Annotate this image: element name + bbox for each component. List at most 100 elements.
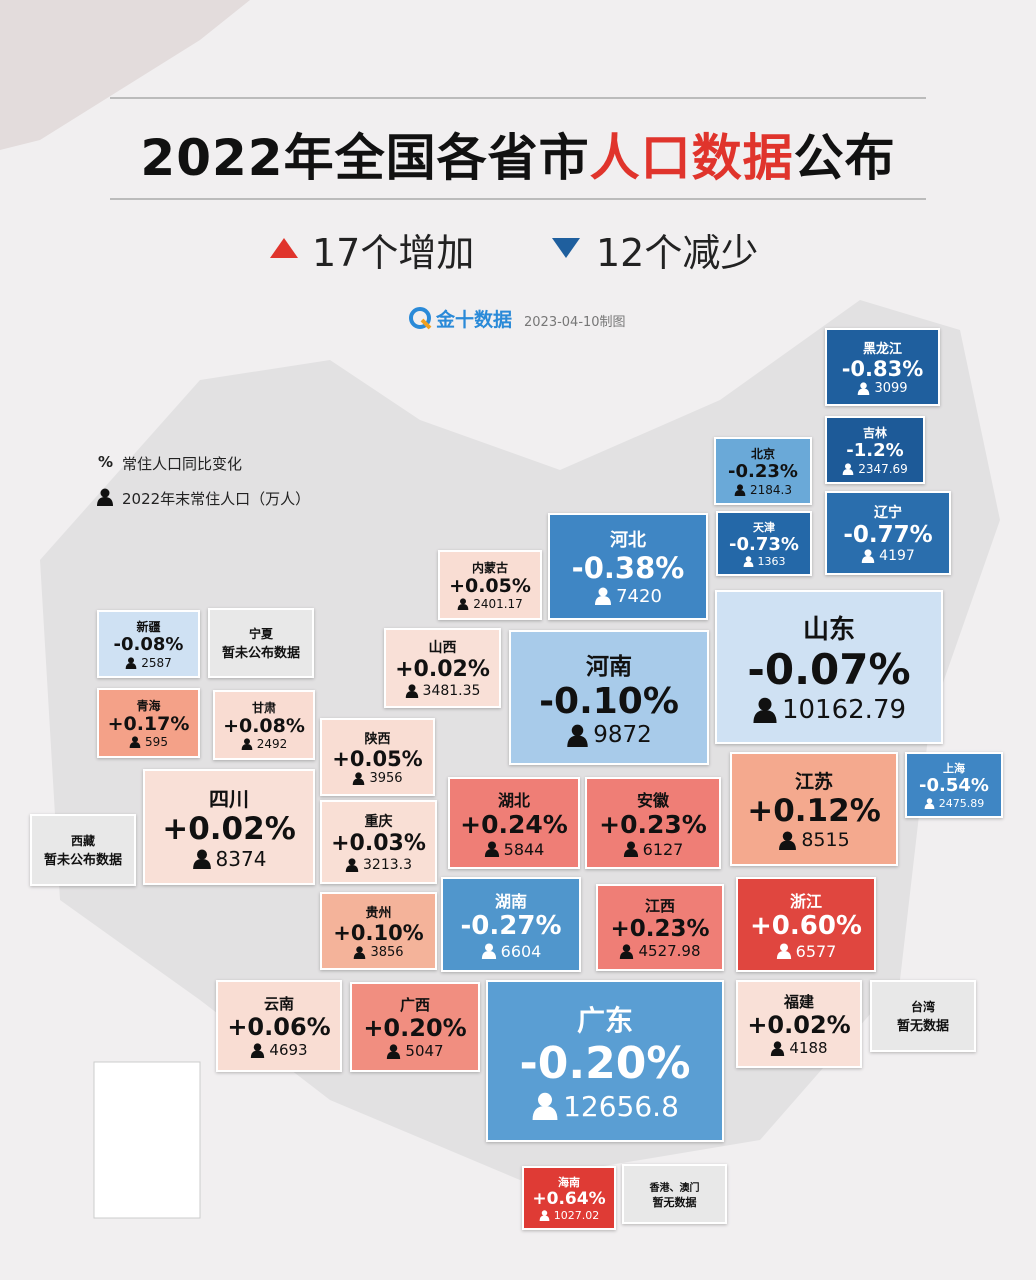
- person-icon: [734, 484, 746, 496]
- province-population: 5047: [386, 1042, 444, 1061]
- population-value: 5047: [405, 1042, 444, 1061]
- legend-label: 2022年末常住人口（万人）: [122, 490, 311, 508]
- population-value: 2347.69: [858, 461, 908, 476]
- province-change: -0.20%: [519, 1038, 691, 1090]
- province-change: +0.10%: [333, 920, 424, 945]
- province-change: -0.73%: [729, 533, 799, 555]
- province-name: 河北: [610, 530, 646, 552]
- province-population: 5844: [484, 839, 545, 859]
- population-value: 8374: [215, 847, 267, 872]
- date: 2023-04-10制图: [524, 315, 626, 330]
- province-name: 内蒙古: [471, 560, 508, 575]
- population-value: 3956: [369, 771, 403, 787]
- province-name: 河南: [586, 653, 632, 680]
- province-tile: 北京 -0.23% 2184.3: [714, 437, 812, 505]
- province-change: +0.05%: [332, 746, 423, 771]
- person-icon: [405, 684, 418, 698]
- province-change: -0.54%: [919, 775, 989, 797]
- person-icon: [567, 724, 588, 747]
- province-name: 吉林: [862, 426, 887, 441]
- population-value: 4693: [269, 1041, 308, 1060]
- province-change: +0.64%: [532, 1188, 606, 1209]
- province-population: 2401.17: [457, 597, 523, 611]
- province-population: 3856: [353, 945, 404, 960]
- province-population: 6604: [481, 942, 541, 961]
- person-icon: [129, 736, 141, 749]
- province-tile: 天津 -0.73% 1363: [716, 511, 812, 576]
- person-icon: [776, 943, 791, 960]
- province-tile: 浙江 +0.60% 6577: [736, 877, 876, 972]
- province-population: 4527.98: [619, 942, 701, 960]
- province-note: 暂无数据: [652, 1195, 697, 1209]
- population-value: 4197: [879, 548, 915, 565]
- province-note: 暂未公布数据: [221, 646, 300, 661]
- population-value: 5844: [503, 839, 545, 859]
- decrease: 12个减少: [596, 231, 759, 275]
- province-population: 595: [129, 735, 168, 749]
- person-icon: [532, 1093, 558, 1121]
- province-name: 广东: [576, 1004, 633, 1038]
- person-icon: [861, 549, 875, 564]
- province-population: 1363: [743, 555, 786, 568]
- province-population: 6127: [623, 840, 683, 859]
- person-icon: [345, 858, 359, 872]
- rule: [110, 97, 926, 99]
- province-name: 台湾: [910, 1000, 935, 1014]
- province-name: 湖北: [497, 791, 530, 811]
- province-change: -0.27%: [460, 911, 562, 942]
- person-icon: [481, 943, 496, 960]
- province-population: 2184.3: [734, 483, 792, 497]
- province-population: 8374: [192, 847, 267, 872]
- population-value: 8515: [801, 829, 850, 852]
- province-name: 福建: [783, 992, 814, 1011]
- province-name: 天津: [753, 520, 775, 534]
- person-icon: [842, 463, 854, 475]
- province-name: 黑龙江: [862, 341, 902, 357]
- province-name: 湖南: [494, 892, 527, 912]
- province-tile: 海南 +0.64% 1027.02: [522, 1166, 616, 1230]
- province-tile: 黑龙江 -0.83% 3099: [825, 328, 940, 406]
- province-change: +0.12%: [747, 792, 881, 829]
- province-name: 宁夏: [248, 627, 273, 641]
- province-tile: 西藏 暂未公布数据: [30, 814, 136, 886]
- person-icon: [241, 738, 253, 751]
- population-value: 2475.89: [938, 796, 985, 810]
- province-name: 陕西: [364, 731, 391, 747]
- province-tile: 安徽 +0.23% 6127: [585, 777, 721, 869]
- province-name: 山东: [802, 615, 855, 646]
- province-change: -1.2%: [846, 440, 904, 462]
- population-value: 4188: [789, 1039, 828, 1058]
- province-change: -0.23%: [728, 461, 798, 483]
- province-tile: 台湾 暂无数据: [870, 980, 976, 1052]
- population-value: 2401.17: [473, 597, 523, 612]
- province-tile: 青海 +0.17% 595: [97, 688, 200, 758]
- province-change: +0.23%: [599, 810, 707, 840]
- province-tile: 广西 +0.20% 5047: [350, 982, 480, 1072]
- province-change: +0.02%: [395, 657, 490, 683]
- province-name: 浙江: [789, 892, 822, 912]
- province-tile: 重庆 +0.03% 3213.3: [320, 800, 437, 884]
- province-population: 2492: [241, 737, 287, 751]
- province-tile: 香港、澳门 暂无数据: [622, 1164, 727, 1224]
- population-value: 9872: [593, 722, 652, 749]
- province-change: -0.07%: [747, 645, 911, 695]
- province-change: +0.05%: [449, 574, 531, 597]
- population-value: 2184.3: [750, 482, 792, 497]
- person-icon: [623, 841, 638, 858]
- province-name: 云南: [263, 994, 294, 1013]
- person-icon: [484, 841, 499, 858]
- province-change: -0.83%: [841, 356, 924, 381]
- province-population: 3481.35: [405, 683, 480, 699]
- province-name: 香港、澳门: [649, 1182, 700, 1194]
- person-icon: [595, 587, 612, 606]
- title-highlight: 人口数据: [589, 129, 794, 187]
- province-note: 暂未公布数据: [43, 853, 122, 868]
- province-change: +0.03%: [331, 831, 426, 857]
- province-change: -0.08%: [113, 634, 184, 656]
- province-name: 青海: [136, 698, 161, 713]
- province-population: 4188: [770, 1039, 828, 1058]
- province-tile: 山东 -0.07% 10162.79: [715, 590, 943, 744]
- province-population: 2587: [125, 656, 172, 670]
- province-name: 山西: [428, 640, 457, 657]
- population-value: 12656.8: [563, 1089, 679, 1123]
